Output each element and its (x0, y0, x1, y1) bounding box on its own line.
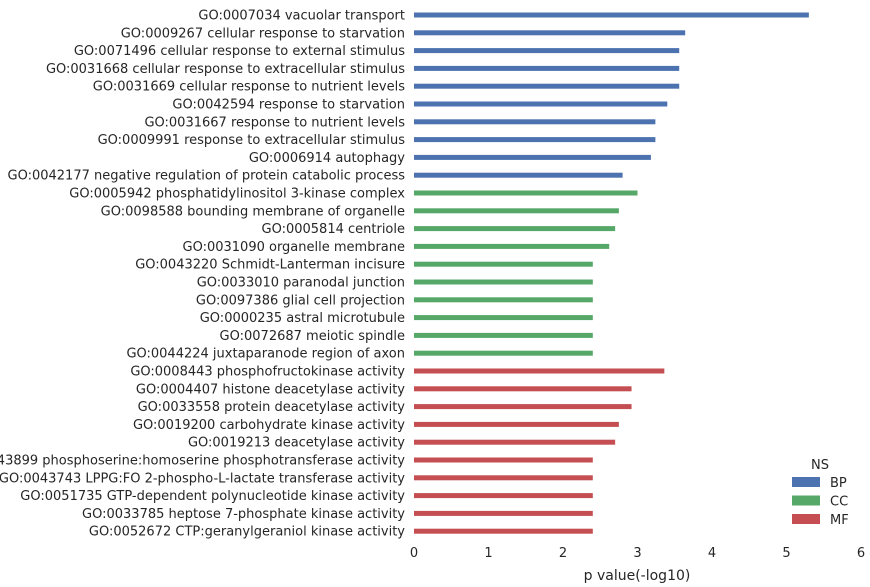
category-label: GO:0033010 paranodal junction (197, 276, 405, 291)
bar-cc (414, 297, 593, 303)
category-label: GO:0044224 juxtaparanode region of axon (126, 347, 405, 362)
category-label: GO:0043220 Schmidt-Lanterman incisure (135, 258, 405, 273)
bar-bp (414, 172, 623, 178)
x-tick-label: 5 (782, 546, 790, 561)
bar-mf (414, 475, 593, 481)
category-label: GO:0043743 LPPG:FO 2-phospho-L-lactate t… (0, 471, 405, 486)
bar-mf (414, 439, 616, 445)
x-axis-label: p value(-log10) (584, 568, 691, 584)
bar-cc (414, 332, 593, 338)
category-label: GO:0007034 vacuolar transport (198, 9, 405, 24)
category-label: GO:0071496 cellular response to external… (74, 44, 405, 59)
bar-cc (414, 279, 593, 285)
category-label: GO:0052672 CTP:geranylgeraniol kinase ac… (89, 525, 405, 540)
legend-swatch-bp (792, 477, 820, 487)
x-tick-label: 4 (708, 546, 716, 561)
legend: NS BP CC MF (792, 458, 849, 528)
bar-bp (414, 119, 656, 125)
category-label: GO:0019200 carbohydrate kinase activity (133, 418, 405, 433)
category-label: GO:0072687 meiotic spindle (220, 329, 405, 344)
bar-cc (414, 190, 638, 196)
category-label: GO:0043899 phosphoserine:homoserine phos… (0, 454, 405, 469)
category-label: GO:0098588 bounding membrane of organell… (101, 204, 405, 219)
category-label: GO:0051735 GTP-dependent polynucleotide … (20, 489, 405, 504)
category-label: GO:0004407 histone deacetylase activity (136, 382, 405, 397)
category-label: GO:0031667 response to nutrient levels (144, 115, 405, 130)
bar-mf (414, 457, 593, 463)
category-label: GO:0097386 glial cell projection (196, 293, 405, 308)
bar-cc (414, 315, 593, 321)
legend-swatch-cc (792, 495, 820, 506)
category-label: GO:0042177 negative regulation of protei… (8, 169, 406, 184)
legend-label-bp: BP (830, 476, 847, 491)
bar-mf (414, 528, 593, 534)
bar-bp (414, 12, 809, 18)
bar-bp (414, 65, 680, 71)
category-label: GO:0005942 phosphatidylinositol 3-kinase… (69, 187, 405, 202)
category-label: GO:0006914 autophagy (249, 151, 405, 166)
category-labels: GO:0007034 vacuolar transport GO:0009267 … (0, 9, 405, 540)
bar-mf (414, 510, 593, 516)
bar-cc (414, 261, 593, 267)
bar-bp (414, 30, 686, 36)
legend-label-cc: CC (830, 495, 848, 510)
bar-cc (414, 243, 610, 249)
legend-swatch-mf (792, 514, 820, 524)
bar-mf (414, 493, 593, 499)
legend-title: NS (811, 458, 829, 473)
bar-mf (414, 421, 619, 427)
bar-mf (414, 386, 632, 392)
category-label: GO:0033558 protein deacetylase activity (138, 400, 406, 415)
bars (414, 12, 809, 534)
bar-cc (414, 350, 593, 356)
legend-label-mf: MF (830, 513, 849, 528)
bar-cc (414, 208, 619, 214)
bar-mf (414, 404, 632, 410)
bar-mf (414, 368, 665, 374)
category-label: GO:0008443 phosphofructokinase activity (130, 365, 405, 380)
category-label: GO:0005814 centriole (262, 222, 406, 237)
x-tick-label: 2 (559, 546, 567, 561)
x-tick-label: 3 (633, 546, 641, 561)
category-label: GO:0031668 cellular response to extracel… (46, 62, 405, 77)
bar-bp (414, 137, 656, 143)
category-label: GO:0000235 astral microtubule (200, 311, 405, 326)
category-label: GO:0033785 heptose 7-phosphate kinase ac… (82, 507, 405, 522)
bar-bp (414, 101, 668, 107)
category-label: GO:0019213 deacetylase activity (188, 436, 405, 451)
x-tick-label: 6 (857, 546, 865, 561)
category-label: GO:0031090 organelle membrane (183, 240, 406, 255)
category-label: GO:0031669 cellular response to nutrient… (93, 80, 405, 95)
bar-bp (414, 154, 651, 160)
category-label: GO:0009267 cellular response to starvati… (121, 26, 405, 41)
bar-bp (414, 48, 680, 54)
x-tick-label: 1 (484, 546, 492, 561)
bar-bp (414, 83, 680, 89)
x-tick-label: 0 (410, 546, 418, 561)
category-label: GO:0009991 response to extracellular sti… (98, 133, 406, 148)
x-axis-ticks: 0 1 2 3 4 5 6 (410, 546, 865, 561)
bar-cc (414, 226, 616, 232)
category-label: GO:0042594 response to starvation (172, 98, 405, 113)
